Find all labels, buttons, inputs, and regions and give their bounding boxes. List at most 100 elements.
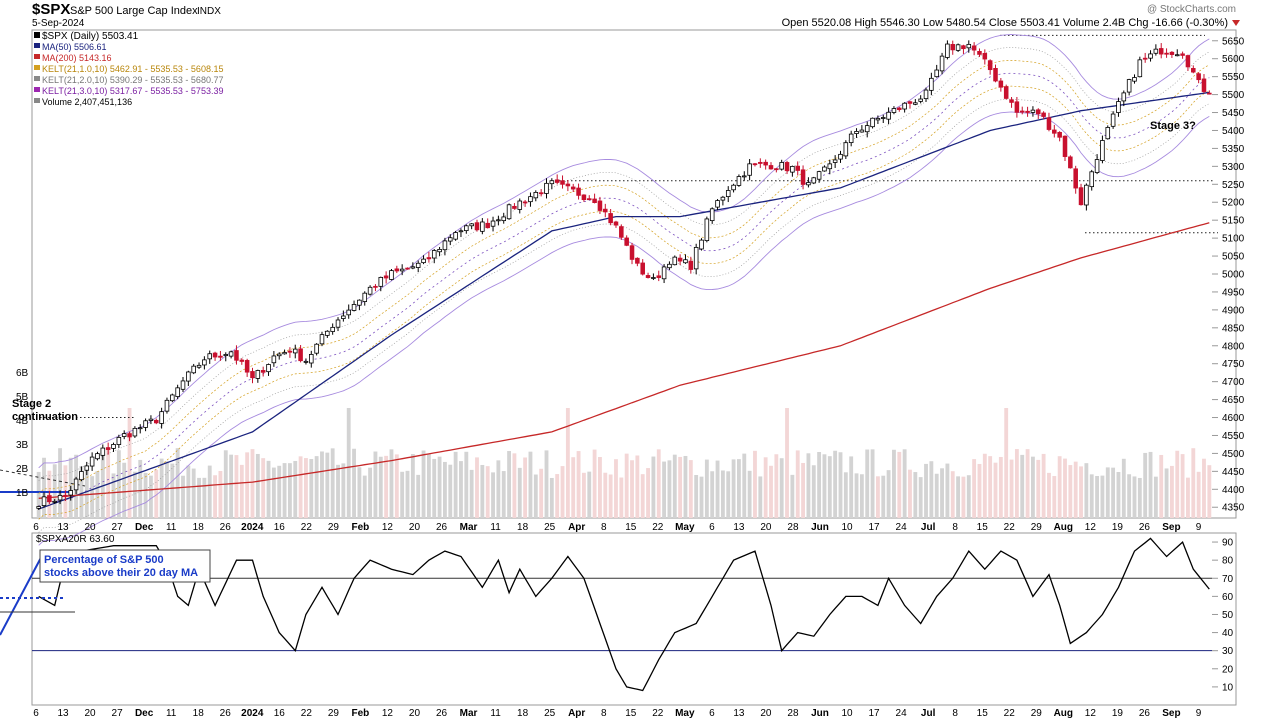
candle-down (1041, 112, 1046, 117)
x-tick-label: 17 (869, 708, 881, 719)
volume-bar (165, 461, 169, 518)
x-tick-label: 19 (1112, 708, 1124, 719)
x-tick-label: 18 (193, 708, 205, 719)
candle-down (1207, 92, 1212, 95)
keltner-band (38, 59, 1210, 494)
volume-bar (533, 474, 538, 518)
volume-bar (747, 470, 752, 518)
candle-down (1191, 68, 1196, 73)
volume-bar (982, 453, 987, 518)
volume-bar (1047, 472, 1051, 518)
y-tick-label: 70 (1222, 574, 1234, 585)
x-tick-label: 22 (1004, 522, 1016, 533)
x-tick-label: 28 (787, 708, 799, 719)
volume-bar (544, 450, 549, 518)
candle-up (175, 387, 180, 397)
x-tick-label: 29 (328, 708, 340, 719)
candle-down (576, 187, 581, 196)
volume-bar (656, 449, 661, 518)
x-tick-label: 6 (709, 522, 715, 533)
candle-up (720, 196, 726, 201)
candle-up (341, 315, 346, 319)
candle-up (528, 196, 533, 203)
breadth-callout-box (39, 549, 211, 583)
volume-bar (795, 450, 800, 518)
x-tick-label: Jul (921, 522, 936, 533)
candle-down (1142, 57, 1148, 60)
volume-bar (266, 460, 271, 518)
volume-bar (1105, 467, 1110, 518)
candle-up (389, 270, 394, 280)
ohlc-readout: Open 5520.08 High 5546.30 Low 5480.54 Cl… (782, 17, 1228, 29)
volume-bar (549, 477, 554, 518)
volume-bar (191, 468, 196, 518)
candle-down (758, 161, 763, 164)
candle-down (613, 221, 619, 226)
x-tick-label: 15 (977, 708, 989, 719)
candle-down (1046, 117, 1052, 130)
candle-up (1116, 101, 1121, 113)
volume-bar (426, 453, 431, 518)
candle-down (763, 161, 768, 166)
candle-down (383, 275, 389, 279)
candle-up (544, 182, 549, 194)
volume-bar (833, 450, 838, 518)
volume-tick-label: 5B (16, 392, 29, 403)
stage2-annotation: Stage 2 continuation (12, 398, 78, 423)
volume-bar (1186, 477, 1190, 518)
volume-bar (822, 454, 827, 518)
volume-bar (897, 451, 902, 518)
candle-up (838, 153, 843, 160)
volume-bar (485, 466, 490, 518)
candle-up (1105, 127, 1111, 140)
volume-bar (635, 455, 640, 518)
volume-bar (1180, 454, 1185, 518)
candle-up (923, 89, 929, 100)
candle-down (426, 257, 432, 260)
volume-bar (464, 451, 469, 518)
x-tick-label: 20 (85, 522, 97, 533)
candle-up (309, 353, 314, 364)
volume-bar (678, 456, 683, 518)
chart-date: 5-Sep-2024 (32, 18, 85, 29)
candle-down (1180, 53, 1185, 56)
candle-down (63, 495, 68, 497)
candle-up (672, 256, 678, 266)
volume-bar (1020, 454, 1025, 518)
volume-bar (988, 456, 993, 518)
volume-bar (1100, 475, 1105, 518)
volume-bar (314, 456, 319, 518)
candle-up (955, 44, 961, 51)
legend-swatch (34, 43, 40, 48)
volume-bar (250, 449, 255, 518)
volume-bar (913, 472, 918, 518)
candle-up (1100, 140, 1105, 161)
x-tick-label: 26 (220, 708, 232, 719)
candle-up (816, 171, 822, 180)
volume-bar (1068, 465, 1073, 518)
candle-up (159, 411, 164, 424)
breadth-panel (31, 532, 1237, 706)
candle-up (480, 221, 485, 232)
volume-bar (539, 468, 544, 518)
candle-up (464, 225, 469, 232)
candle-down (677, 257, 683, 262)
candle-up (667, 263, 672, 269)
chart-name: S&P 500 Large Cap Index (70, 5, 198, 17)
candle-up (699, 239, 704, 250)
volume-bar (886, 470, 891, 518)
volume-bar (202, 477, 207, 518)
y-tick-label: 5200 (1222, 198, 1245, 209)
x-tick-label: Jun (811, 522, 829, 533)
volume-bar (79, 466, 84, 518)
volume-tick-label: 6B (16, 368, 29, 379)
volume-bar (1132, 476, 1137, 518)
candle-up (362, 292, 368, 302)
volume-bar (1196, 471, 1201, 518)
x-tick-label: 10 (841, 708, 853, 719)
keltner-band (38, 98, 1210, 533)
volume-bar (1009, 459, 1014, 518)
candle-up (378, 276, 384, 287)
y-tick-label: 5000 (1222, 270, 1245, 281)
x-tick-label: Mar (460, 522, 478, 533)
